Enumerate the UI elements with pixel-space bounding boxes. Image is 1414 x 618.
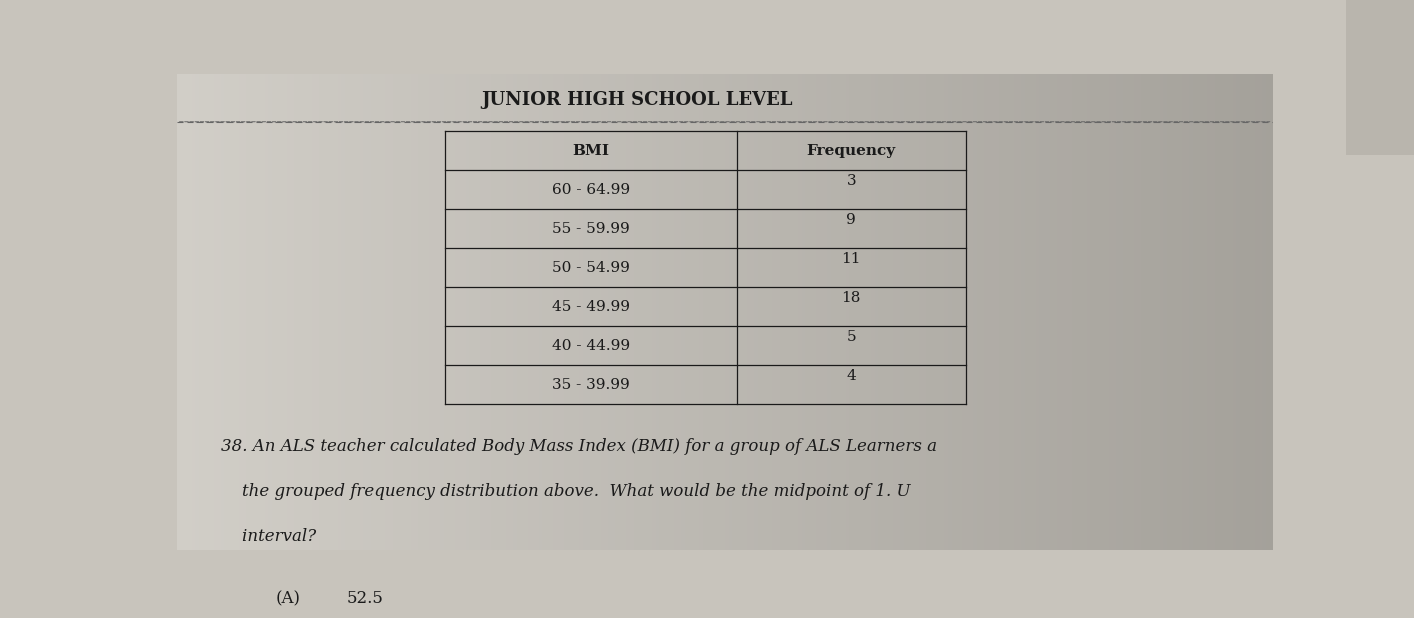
Text: 4: 4	[847, 369, 855, 383]
Text: 3: 3	[847, 174, 855, 188]
Text: 40 - 44.99: 40 - 44.99	[551, 339, 631, 353]
Text: 52.5: 52.5	[346, 590, 383, 607]
Text: 35 - 39.99: 35 - 39.99	[551, 378, 629, 392]
Text: JUNIOR HIGH SCHOOL LEVEL: JUNIOR HIGH SCHOOL LEVEL	[481, 91, 793, 109]
Text: 60 - 64.99: 60 - 64.99	[551, 183, 631, 197]
Text: 5: 5	[847, 330, 855, 344]
Text: 55 - 59.99: 55 - 59.99	[551, 222, 629, 236]
Text: 50 - 54.99: 50 - 54.99	[551, 261, 629, 275]
Text: Frequency: Frequency	[806, 144, 896, 158]
Text: (A): (A)	[276, 590, 300, 607]
Text: 18: 18	[841, 291, 861, 305]
Text: 45 - 49.99: 45 - 49.99	[551, 300, 631, 314]
Text: 9: 9	[847, 213, 855, 227]
Polygon shape	[1346, 0, 1414, 154]
Text: interval?: interval?	[221, 528, 315, 545]
Text: 38. An ALS teacher calculated Body Mass Index (BMI) for a group of ALS Learners : 38. An ALS teacher calculated Body Mass …	[221, 438, 936, 455]
Text: the grouped frequency distribution above.  What would be the midpoint of 1. U: the grouped frequency distribution above…	[221, 483, 911, 500]
Text: 11: 11	[841, 252, 861, 266]
Text: BMI: BMI	[573, 144, 609, 158]
